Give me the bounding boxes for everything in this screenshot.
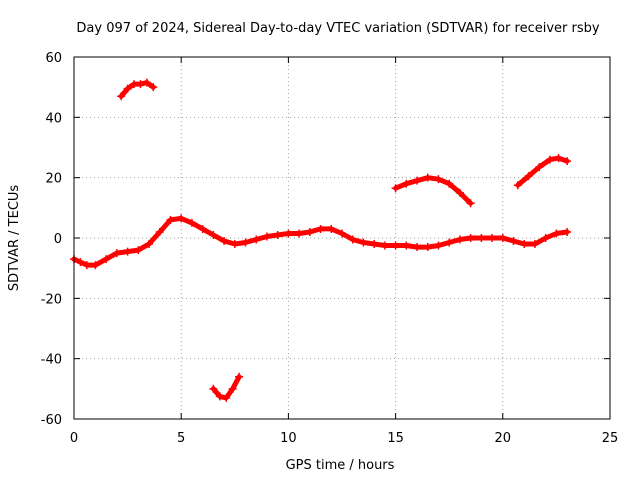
data-point-marker bbox=[220, 237, 229, 246]
data-point-marker bbox=[434, 241, 443, 250]
data-point-marker bbox=[563, 227, 572, 236]
data-point-marker bbox=[235, 372, 244, 381]
data-point-marker bbox=[466, 199, 475, 208]
data-point-marker bbox=[413, 243, 422, 252]
data-point-marker bbox=[209, 384, 218, 393]
data-point-marker bbox=[524, 172, 533, 181]
data-point-marker bbox=[136, 80, 145, 89]
x-tick-label: 20 bbox=[495, 431, 512, 446]
data-point-marker bbox=[91, 261, 100, 270]
data-point-marker bbox=[402, 241, 411, 250]
data-point-marker bbox=[370, 240, 379, 249]
data-point-marker bbox=[391, 184, 400, 193]
data-point-marker bbox=[145, 240, 154, 249]
x-axis-label: GPS time / hours bbox=[286, 458, 395, 473]
data-point-marker bbox=[455, 188, 464, 197]
y-tick-label: -20 bbox=[41, 292, 62, 307]
data-point-marker bbox=[316, 224, 325, 233]
data-point-marker bbox=[445, 179, 454, 188]
series-seg-upper-right bbox=[515, 155, 570, 188]
data-point-marker bbox=[177, 214, 186, 223]
data-point-marker bbox=[76, 258, 85, 267]
data-point-marker bbox=[112, 249, 121, 258]
x-tick-label: 15 bbox=[387, 431, 404, 446]
data-point-marker bbox=[466, 234, 475, 242]
data-point-marker bbox=[102, 255, 111, 264]
data-point-marker bbox=[423, 173, 432, 182]
data-point-marker bbox=[359, 238, 368, 247]
y-axis-label: SDTVAR / TECUs bbox=[7, 185, 22, 292]
x-tick-label: 5 bbox=[177, 431, 185, 446]
data-point-marker bbox=[273, 230, 282, 239]
data-point-marker bbox=[391, 241, 400, 250]
x-tick-label: 25 bbox=[602, 431, 619, 446]
y-tick-label: 40 bbox=[45, 111, 62, 126]
data-point-marker bbox=[509, 237, 518, 246]
data-point-marker bbox=[82, 261, 91, 270]
data-point-marker bbox=[423, 243, 432, 252]
data-point-marker bbox=[215, 392, 224, 401]
data-point-marker bbox=[241, 238, 250, 247]
data-point-marker bbox=[134, 246, 143, 255]
data-point-marker bbox=[541, 234, 550, 242]
data-point-marker bbox=[166, 215, 175, 224]
data-point-marker bbox=[498, 234, 507, 242]
data-point-marker bbox=[230, 240, 239, 249]
data-point-marker bbox=[488, 234, 497, 242]
y-tick-label: 0 bbox=[54, 232, 62, 247]
data-point-marker bbox=[327, 224, 336, 233]
y-tick-labels: -60 -40 -20 0 20 40 60 bbox=[41, 51, 62, 428]
data-point-marker bbox=[445, 238, 454, 247]
data-point-marker bbox=[155, 227, 164, 236]
data-point-marker bbox=[513, 181, 522, 190]
chart-title: Day 097 of 2024, Sidereal Day-to-day VTE… bbox=[76, 21, 599, 36]
data-point-marker bbox=[262, 232, 271, 241]
data-point-marker bbox=[142, 78, 151, 87]
data-point-marker bbox=[535, 163, 544, 172]
data-point-marker bbox=[434, 175, 443, 184]
data-series bbox=[70, 78, 572, 402]
data-point-marker bbox=[305, 227, 314, 236]
data-point-marker bbox=[295, 229, 304, 238]
data-point-marker bbox=[552, 229, 561, 238]
x-tick-label: 10 bbox=[280, 431, 297, 446]
data-point-marker bbox=[338, 229, 346, 238]
data-point-marker bbox=[554, 154, 563, 163]
data-point-marker bbox=[563, 157, 572, 166]
data-point-marker bbox=[455, 235, 464, 244]
data-point-marker bbox=[117, 92, 126, 101]
data-point-marker bbox=[520, 240, 529, 249]
data-point-marker bbox=[222, 393, 231, 402]
data-point-marker bbox=[413, 176, 422, 185]
data-point-marker bbox=[477, 234, 486, 242]
data-point-marker bbox=[149, 83, 158, 92]
data-point-marker bbox=[123, 247, 132, 256]
data-point-marker bbox=[209, 230, 218, 239]
y-tick-label: 20 bbox=[45, 172, 62, 187]
y-tick-label: -60 bbox=[41, 413, 62, 428]
data-point-marker bbox=[402, 179, 411, 188]
data-point-marker bbox=[284, 229, 293, 238]
y-tick-label: 60 bbox=[45, 51, 62, 66]
y-tick-label: -40 bbox=[41, 353, 62, 368]
data-point-marker bbox=[545, 155, 554, 164]
x-tick-labels: 0 5 10 15 20 25 bbox=[70, 431, 618, 446]
data-point-marker bbox=[228, 384, 237, 393]
data-point-marker bbox=[123, 84, 132, 93]
x-tick-label: 0 bbox=[70, 431, 78, 446]
data-point-marker bbox=[252, 235, 261, 244]
axis-ticks bbox=[73, 56, 611, 420]
data-point-marker bbox=[187, 218, 196, 227]
data-point-marker bbox=[348, 235, 357, 244]
data-point-marker bbox=[530, 240, 539, 249]
data-point-marker bbox=[380, 241, 389, 250]
data-point-marker bbox=[198, 224, 207, 233]
